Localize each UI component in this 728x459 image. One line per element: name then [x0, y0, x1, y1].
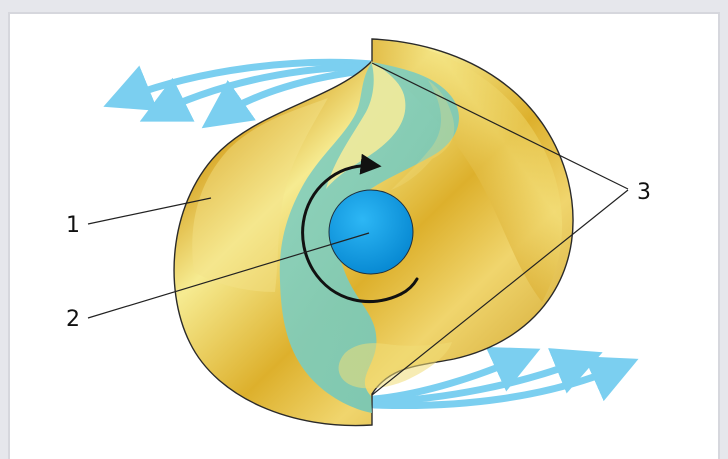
- leader-line-1: [87, 197, 212, 225]
- bottom-flow-arrow-3: [370, 356, 639, 410]
- green-fluid-band: [279, 62, 459, 413]
- label-part-1: 1: [66, 213, 80, 238]
- top-flow-arrow-2: [139, 63, 376, 122]
- rotor-left-highlight: [192, 98, 328, 292]
- leader-lines: [87, 62, 629, 396]
- rotation-assembly: [301, 153, 419, 303]
- central-shaft: [328, 189, 414, 275]
- label-part-3: 3: [637, 180, 651, 205]
- upper-yellow-pocket: [326, 61, 406, 189]
- fluid-region: [279, 61, 459, 413]
- rotation-arrow: [301, 153, 403, 303]
- bottom-flow-arrow-1: [370, 346, 541, 403]
- leader-line-3-upper: [371, 62, 629, 190]
- rotation-arrow-tail: [399, 277, 419, 296]
- rotor-upper-shadow: [373, 40, 563, 302]
- bottom-yellow-lobe: [338, 342, 452, 389]
- top-flow-arrows: [103, 58, 376, 129]
- lower-yellow-pocket: [391, 80, 455, 190]
- bottom-flow-arrow-2: [370, 348, 603, 406]
- top-flow-arrow-3: [201, 66, 376, 129]
- label-part-2: 2: [66, 307, 80, 332]
- leader-line-3-lower: [371, 189, 629, 396]
- bottom-flow-arrows: [370, 346, 639, 410]
- leader-line-2: [87, 232, 370, 319]
